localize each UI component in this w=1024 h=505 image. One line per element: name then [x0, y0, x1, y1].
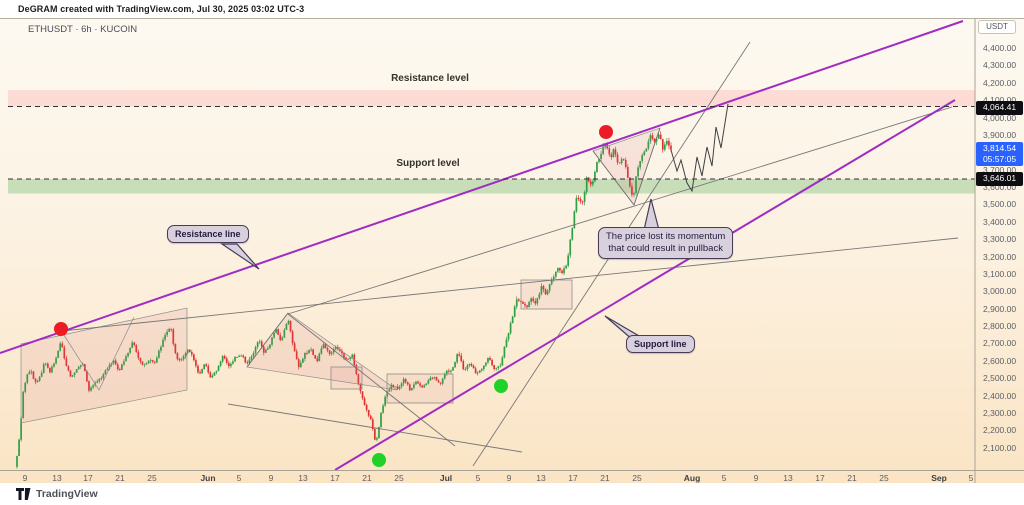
symbol-title: ETHUSDT · 6h · KUCOIN — [28, 24, 138, 35]
pattern-polygon-0[interactable] — [20, 307, 188, 424]
gray-trendline-7[interactable] — [633, 127, 661, 206]
consolidation-box-1[interactable] — [386, 373, 454, 404]
tradingview-watermark[interactable]: TradingView — [16, 488, 98, 500]
pattern-inner-zigzag[interactable] — [61, 316, 135, 391]
price-axis-currency-label: USDT — [978, 20, 1016, 34]
gray-trendline-4[interactable] — [227, 403, 523, 453]
sell-signal-dot[interactable] — [54, 322, 68, 336]
buy-signal-dot[interactable] — [372, 453, 386, 467]
consolidation-box-0[interactable] — [330, 366, 363, 390]
gray-trendline-5[interactable] — [246, 312, 289, 368]
pullback-note-tail — [643, 198, 660, 231]
support-line-tail — [604, 315, 649, 341]
resistance-zone[interactable] — [8, 90, 975, 107]
candles-down-series — [32, 131, 672, 441]
pattern-polygon-1[interactable] — [246, 312, 398, 391]
gray-trendline-0[interactable] — [61, 237, 959, 332]
buy-signal-dot[interactable] — [494, 379, 508, 393]
consolidation-box-2[interactable] — [520, 279, 573, 310]
resistance-line-tail — [220, 243, 260, 270]
resistance-trendline[interactable] — [0, 20, 964, 354]
tradingview-brand-text: TradingView — [36, 488, 98, 500]
gray-trendline-1[interactable] — [287, 106, 953, 315]
tradingview-logo-icon — [16, 488, 31, 500]
support-trendline[interactable] — [334, 99, 956, 471]
support-zone[interactable] — [8, 179, 975, 194]
footer-bar: TradingView — [0, 483, 1024, 505]
credit-bar: DeGRAM created with TradingView.com, Jul… — [0, 0, 1024, 18]
sell-signal-dot[interactable] — [599, 125, 613, 139]
gray-trendline-3[interactable] — [287, 313, 456, 447]
projected-path-zigzag[interactable] — [670, 103, 729, 193]
gray-trendline-6[interactable] — [592, 150, 635, 206]
candles-up-series — [16, 132, 668, 469]
credit-text: DeGRAM created with TradingView.com, Jul… — [18, 4, 305, 14]
